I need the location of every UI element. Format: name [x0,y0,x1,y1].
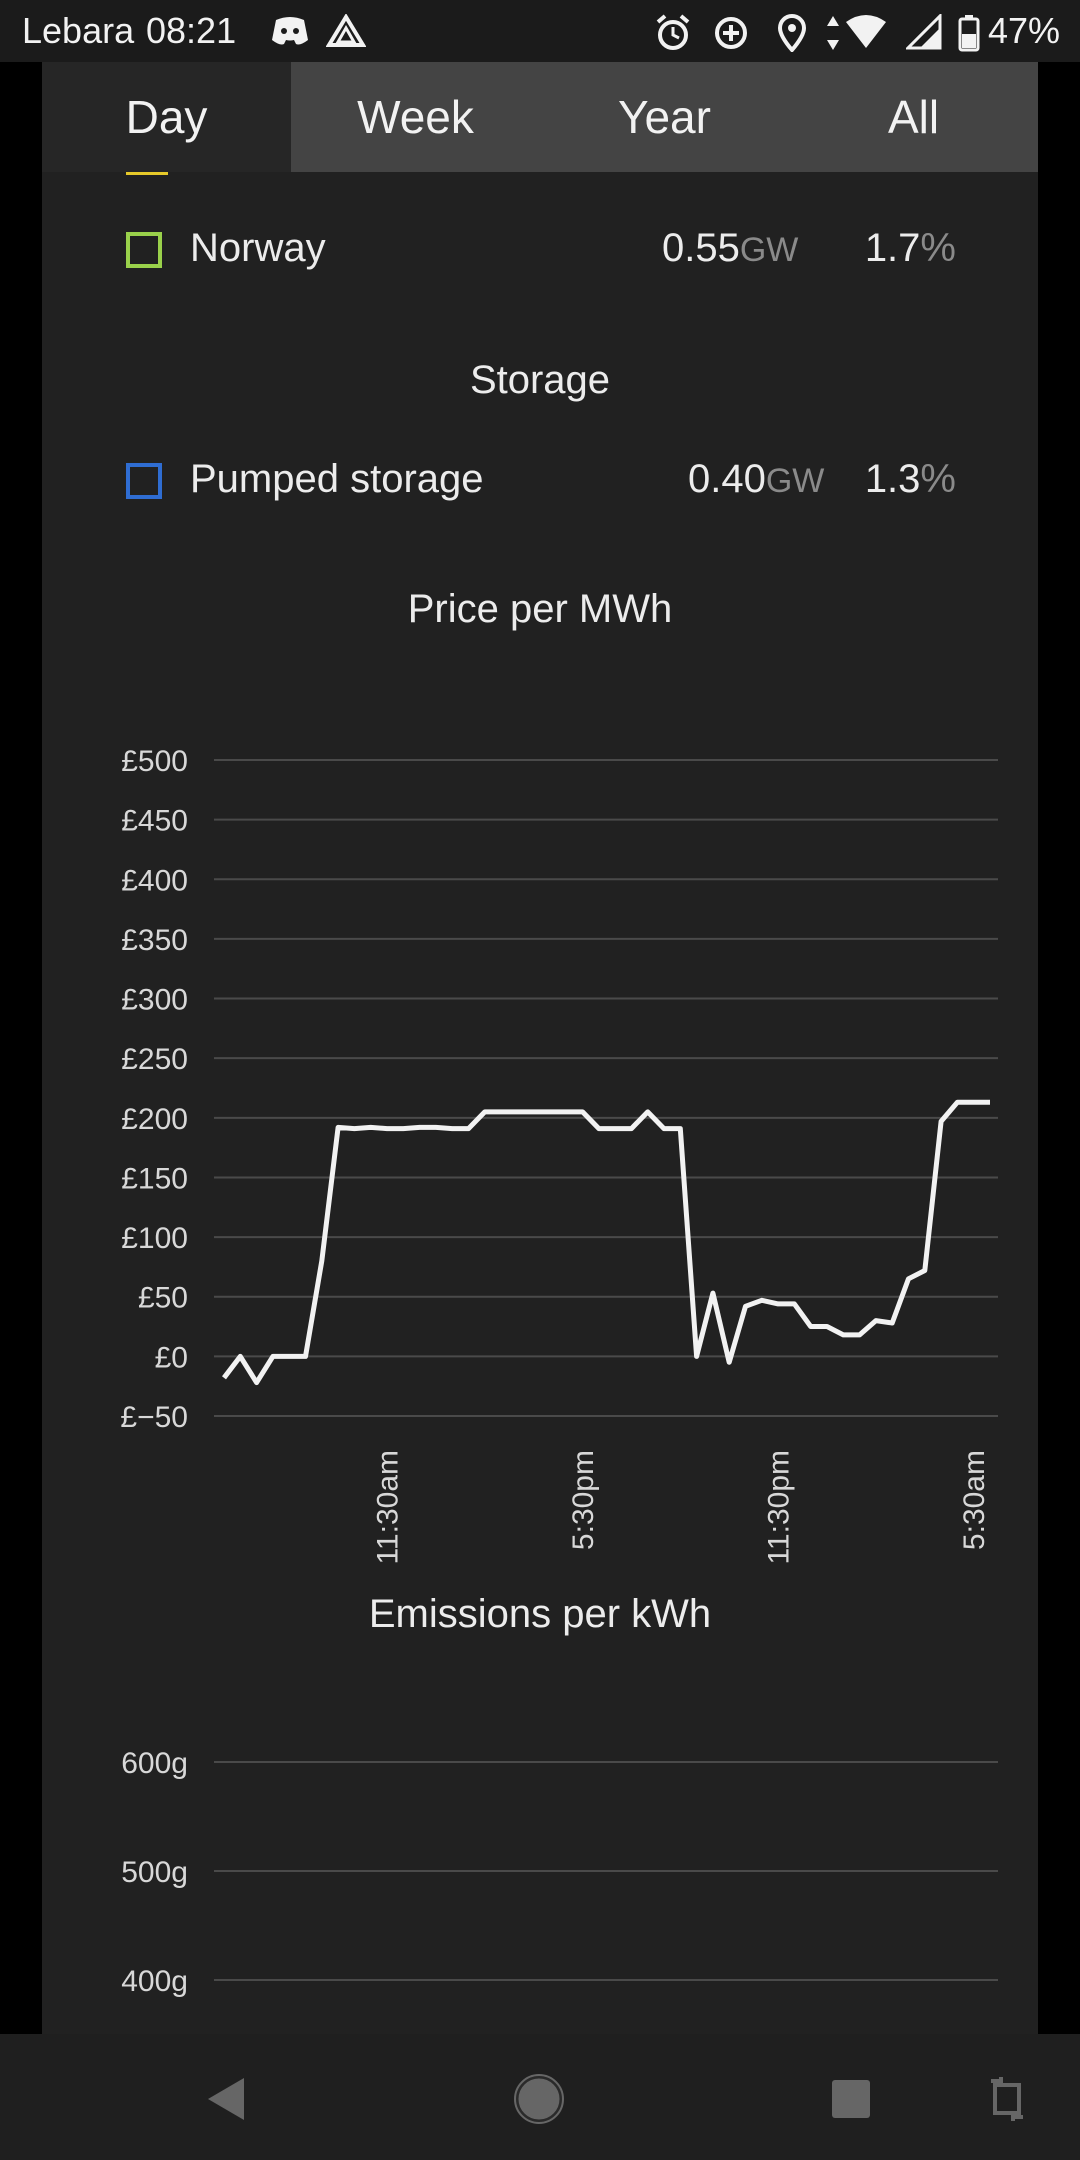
price-y-tick-label: £350 [121,924,188,957]
carrier-name: Lebara [22,10,135,51]
battery-percentage: 47% [987,10,1060,51]
price-y-tick-label: £50 [138,1282,188,1315]
status-bar: Lebara 08:21 47% [0,0,1080,62]
rotate-icon [991,2077,1023,2121]
emissions-chart: 600g500g400g300g [121,1747,998,1998]
price-series-line [222,1099,990,1386]
storage-name: Pumped storage [190,457,484,501]
period-tabs: Day Week Year All [42,62,1038,172]
source-name: Norway [190,226,326,270]
source-value: 0.55GW [662,226,799,270]
tab-week[interactable]: Week [357,91,474,143]
price-y-tick-label: £100 [121,1222,188,1255]
signal-icon [906,14,942,50]
emissions-y-tick-label: 600g [121,1747,188,1780]
storage-value: 0.40GW [688,457,825,501]
price-y-tick-label: £150 [121,1162,188,1195]
navigation-bar [0,2034,1080,2160]
discord-icon [272,17,308,45]
emissions-chart-title: Emissions per kWh [368,1592,712,1636]
price-y-tick-label: £−50 [120,1401,188,1434]
storage-row-pumped[interactable]: Pumped storage 0.40GW 1.3% [42,455,1038,515]
back-button[interactable] [190,2064,260,2134]
home-button[interactable] [504,2064,574,2134]
data-saver-icon [715,17,747,49]
wifi-icon [846,15,886,48]
rotate-button[interactable] [972,2064,1042,2134]
price-x-tick-label: 11:30am [371,1450,404,1565]
alarm-icon [656,14,690,50]
tab-all[interactable]: All [887,91,940,143]
price-y-tick-label: £200 [121,1103,188,1136]
price-y-tick-label: £500 [121,745,188,778]
back-icon [208,2078,244,2120]
source-row-norway[interactable]: Norway 0.55GW 1.7% [42,224,1038,284]
tab-year[interactable]: Year [618,91,711,143]
price-x-tick-label: 5:30am [958,1450,991,1550]
price-y-tick-label: £450 [121,805,188,838]
price-chart: £500 £450 £400 £350 £300 £250 £200 £150 £100 £50 £… [120,745,998,1565]
tab-day[interactable]: Day [42,62,291,172]
storage-section-title: Storage [469,358,611,402]
emissions-y-tick-label: 500g [121,1856,188,1889]
drive-icon [326,14,366,47]
emissions-y-tick-label: 400g [121,1965,188,1998]
active-tab-indicator [126,172,168,175]
source-percent: 1.7% [864,226,956,270]
legend-swatch-pumped-storage [126,463,162,499]
price-y-tick-label: £250 [121,1043,188,1076]
price-x-tick-label: 11:30pm [762,1450,795,1565]
storage-percent: 1.3% [864,457,956,501]
price-y-tick-label: £400 [121,864,188,897]
home-icon [514,2074,564,2124]
location-icon [777,14,807,52]
recents-icon [832,2080,870,2118]
data-arrows-icon [827,16,839,50]
legend-swatch-norway [126,232,162,268]
recents-button[interactable] [816,2064,886,2134]
status-time: 08:21 [146,10,237,51]
price-chart-title: Price per MWh [407,587,673,631]
price-y-tick-label: £300 [121,984,188,1017]
battery-icon [958,15,980,52]
content-card: Day Week Year All Norway 0.55GW 1.7% Sto… [42,62,1038,2034]
price-y-tick-label: £0 [155,1341,188,1374]
price-x-tick-label: 5:30pm [567,1450,600,1550]
